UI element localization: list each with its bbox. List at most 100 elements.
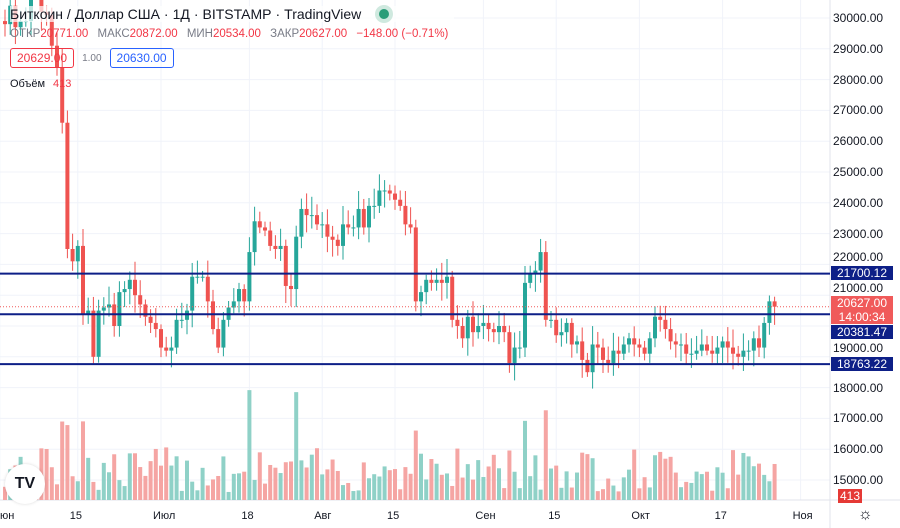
volume-bar — [491, 454, 496, 500]
candle-body — [356, 208, 361, 228]
volume-bar — [627, 469, 631, 500]
sell-button[interactable]: 20629.00 — [10, 48, 75, 68]
volume-bar — [122, 486, 127, 500]
tradingview-logo[interactable]: TV — [5, 464, 45, 504]
candle-body — [309, 215, 314, 217]
candle-body — [49, 14, 54, 46]
volume-bar — [91, 481, 96, 500]
time-tick: 15 — [548, 510, 561, 522]
buy-button[interactable]: 20630.00 — [109, 48, 174, 68]
volume-bar — [200, 467, 205, 500]
price-tick: 18000.00 — [833, 380, 884, 395]
candle-body — [637, 344, 642, 348]
level-price-label: 18763.22 — [831, 357, 893, 371]
volume-bar — [273, 467, 278, 500]
price-tick: 16000.00 — [833, 442, 884, 457]
time-tick: 17 — [714, 510, 727, 522]
volume-bar — [559, 487, 564, 500]
candle-body — [320, 224, 325, 226]
volume-bar — [424, 479, 429, 500]
volume-bar — [81, 421, 85, 500]
volume-bar — [538, 489, 543, 500]
candle-body — [689, 353, 694, 355]
candle-body — [575, 341, 579, 345]
candle-body — [741, 350, 746, 357]
time-tick: Авг — [314, 510, 332, 522]
volume-bar — [283, 462, 288, 500]
volume-bar — [725, 488, 730, 500]
volume-bar — [133, 453, 137, 500]
candle-body — [679, 344, 683, 346]
candle-body — [580, 341, 585, 360]
volume-bar — [460, 477, 465, 500]
volume-bar — [315, 448, 319, 500]
volume-bar — [356, 490, 361, 500]
volume-bar — [195, 490, 200, 500]
price-tick: 22000.00 — [833, 250, 884, 264]
candle-body — [460, 326, 465, 339]
volume-bar — [294, 392, 299, 500]
candle-body — [408, 224, 413, 228]
volume-bar — [434, 463, 439, 500]
volume-bar — [49, 467, 54, 500]
candle-body — [346, 224, 351, 228]
volume-bar — [575, 472, 579, 500]
volume-bar — [205, 485, 210, 500]
candle-body — [387, 190, 392, 194]
volume-bar — [554, 465, 559, 500]
volume-bar — [762, 474, 767, 500]
volume-bar — [507, 450, 512, 500]
symbol-title[interactable]: Биткоин / Доллар США · 1Д · BITSTAMP · T… — [10, 6, 455, 22]
candle-body — [429, 279, 434, 283]
volume-bar — [398, 489, 403, 500]
candle-body — [299, 208, 304, 237]
separator: · — [163, 6, 169, 22]
volume-bar — [429, 459, 434, 500]
candle-body — [725, 341, 730, 348]
price-tick: 28000.00 — [833, 72, 884, 87]
volume-bar — [528, 476, 533, 500]
volume-bar — [75, 481, 80, 500]
candle-body — [143, 304, 148, 317]
time-tick: юн — [0, 510, 15, 522]
candle-body — [133, 279, 137, 296]
candle-body — [694, 350, 699, 354]
high-label: МАКС — [97, 28, 130, 40]
volume-bar — [601, 489, 605, 500]
candle-body — [611, 350, 616, 363]
candle-body — [117, 292, 122, 326]
candle-body — [200, 276, 205, 278]
volume-bar — [216, 475, 221, 500]
level-price-label: 21700.12 — [831, 266, 893, 280]
volume-legend: Объём 413 — [10, 78, 454, 90]
candle-body — [75, 245, 80, 262]
candle-body — [18, 21, 23, 28]
candle-body — [107, 304, 111, 308]
candle-body — [403, 205, 408, 225]
candle-body — [684, 344, 689, 354]
volume-bar — [564, 471, 569, 500]
volume-bar — [372, 474, 377, 500]
candle-body — [361, 208, 366, 228]
volume-bar — [751, 466, 756, 500]
candle-body — [736, 353, 741, 357]
candle-body — [315, 215, 319, 225]
volume-bar — [309, 454, 314, 500]
candle-body — [148, 316, 153, 323]
volume-bar — [164, 447, 169, 500]
volume-bar — [101, 462, 106, 500]
candle-body — [257, 221, 262, 228]
volume-bar — [257, 452, 262, 500]
settings-icon[interactable]: ☼ — [858, 506, 873, 523]
volume-bar — [320, 474, 325, 500]
candle-body — [554, 319, 559, 336]
volume-bar — [169, 465, 174, 500]
candle-body — [757, 338, 761, 348]
change-value: −148.00 (−0.71%) — [356, 28, 449, 40]
volume-bar — [408, 473, 413, 500]
volume-bar — [237, 473, 241, 500]
candle-body — [159, 329, 163, 348]
candle-body — [419, 292, 423, 302]
candle-body — [627, 338, 631, 345]
